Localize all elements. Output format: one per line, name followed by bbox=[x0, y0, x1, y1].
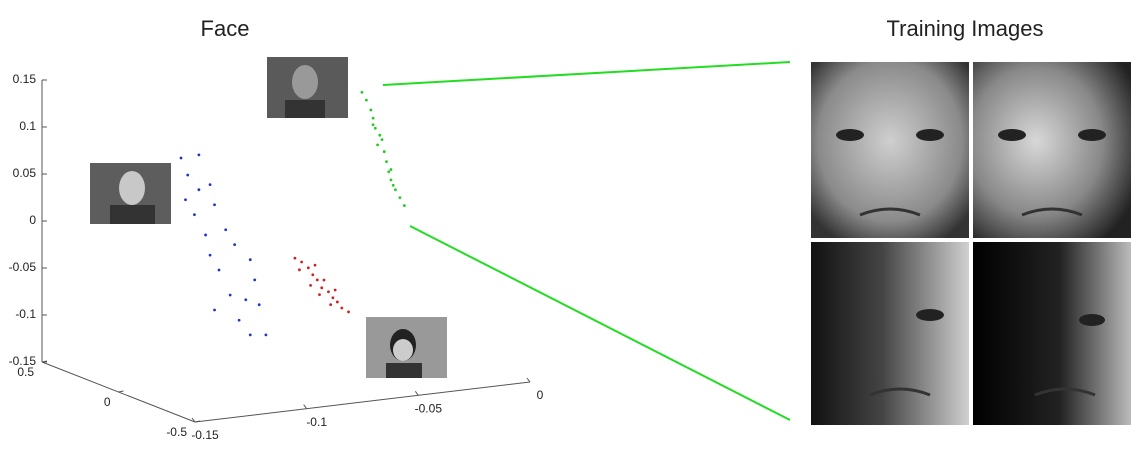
z-tick-label: -0.05 bbox=[9, 260, 37, 274]
z-tick-label: 0.05 bbox=[13, 166, 37, 180]
point bbox=[334, 289, 337, 292]
point bbox=[298, 268, 301, 271]
point bbox=[180, 157, 183, 160]
chart-title: Face bbox=[201, 16, 250, 41]
point bbox=[198, 154, 201, 157]
point bbox=[311, 273, 314, 276]
x-tick-label: 0 bbox=[537, 388, 544, 402]
x-tick bbox=[415, 391, 418, 395]
point bbox=[233, 243, 236, 246]
point bbox=[390, 179, 393, 182]
y-tick-label: 0.5 bbox=[17, 365, 34, 379]
point bbox=[198, 188, 201, 191]
point bbox=[213, 203, 216, 206]
point bbox=[258, 303, 261, 306]
point bbox=[300, 261, 303, 264]
point bbox=[399, 196, 402, 199]
point bbox=[265, 334, 268, 337]
point bbox=[385, 160, 388, 163]
x-tick bbox=[527, 378, 530, 382]
point bbox=[218, 269, 221, 272]
point bbox=[307, 266, 310, 269]
point bbox=[392, 184, 395, 187]
figure: Face Training Images -0.15 -0.1 -0.05 0 0.05… bbox=[0, 0, 1131, 446]
point bbox=[224, 228, 227, 231]
point bbox=[323, 279, 326, 282]
point bbox=[184, 198, 187, 201]
x-tick bbox=[304, 405, 307, 409]
point bbox=[318, 293, 321, 296]
point bbox=[314, 264, 317, 267]
face-thumbnail bbox=[90, 163, 171, 224]
connector bbox=[383, 62, 790, 85]
point bbox=[193, 213, 196, 216]
point bbox=[372, 117, 375, 120]
point bbox=[329, 303, 332, 306]
point bbox=[294, 257, 297, 260]
point bbox=[209, 254, 212, 257]
point bbox=[369, 109, 372, 112]
point bbox=[340, 307, 343, 310]
x-axis bbox=[195, 382, 530, 422]
face-thumbnail bbox=[267, 57, 348, 118]
point bbox=[320, 286, 323, 289]
point bbox=[372, 123, 375, 126]
point bbox=[383, 150, 386, 153]
point bbox=[403, 204, 406, 207]
point bbox=[244, 298, 247, 301]
point bbox=[209, 183, 212, 186]
z-tick-label: 0 bbox=[29, 213, 36, 227]
point bbox=[347, 310, 350, 313]
point bbox=[229, 294, 232, 297]
z-tick-label: 0.1 bbox=[19, 119, 36, 133]
face-thumbnail bbox=[366, 317, 447, 378]
point bbox=[376, 143, 379, 146]
point bbox=[361, 91, 364, 94]
x-tick-label: -0.1 bbox=[306, 415, 327, 429]
point bbox=[316, 279, 319, 282]
y-tick-label: -0.5 bbox=[166, 425, 187, 439]
training-images bbox=[811, 62, 1131, 425]
point bbox=[394, 188, 397, 191]
point bbox=[249, 334, 252, 337]
x-tick-label: -0.05 bbox=[415, 402, 443, 416]
point bbox=[238, 319, 241, 322]
point bbox=[186, 174, 189, 177]
point bbox=[374, 127, 377, 130]
point bbox=[381, 138, 384, 141]
y-tick-label: 0 bbox=[104, 395, 111, 409]
x-tick-label: -0.15 bbox=[191, 428, 219, 442]
point bbox=[390, 168, 393, 171]
z-tick-label: -0.1 bbox=[15, 307, 36, 321]
z-tick-label: 0.15 bbox=[13, 72, 37, 86]
point bbox=[387, 170, 390, 173]
y-tick bbox=[119, 391, 124, 392]
point bbox=[249, 258, 252, 261]
point bbox=[336, 301, 339, 304]
point bbox=[213, 309, 216, 312]
point bbox=[204, 234, 207, 237]
point bbox=[253, 278, 256, 281]
connector bbox=[410, 226, 790, 420]
point bbox=[309, 284, 312, 287]
side-title: Training Images bbox=[887, 16, 1044, 41]
point bbox=[332, 296, 335, 299]
point bbox=[378, 134, 381, 137]
point bbox=[327, 290, 330, 293]
point bbox=[365, 99, 368, 102]
